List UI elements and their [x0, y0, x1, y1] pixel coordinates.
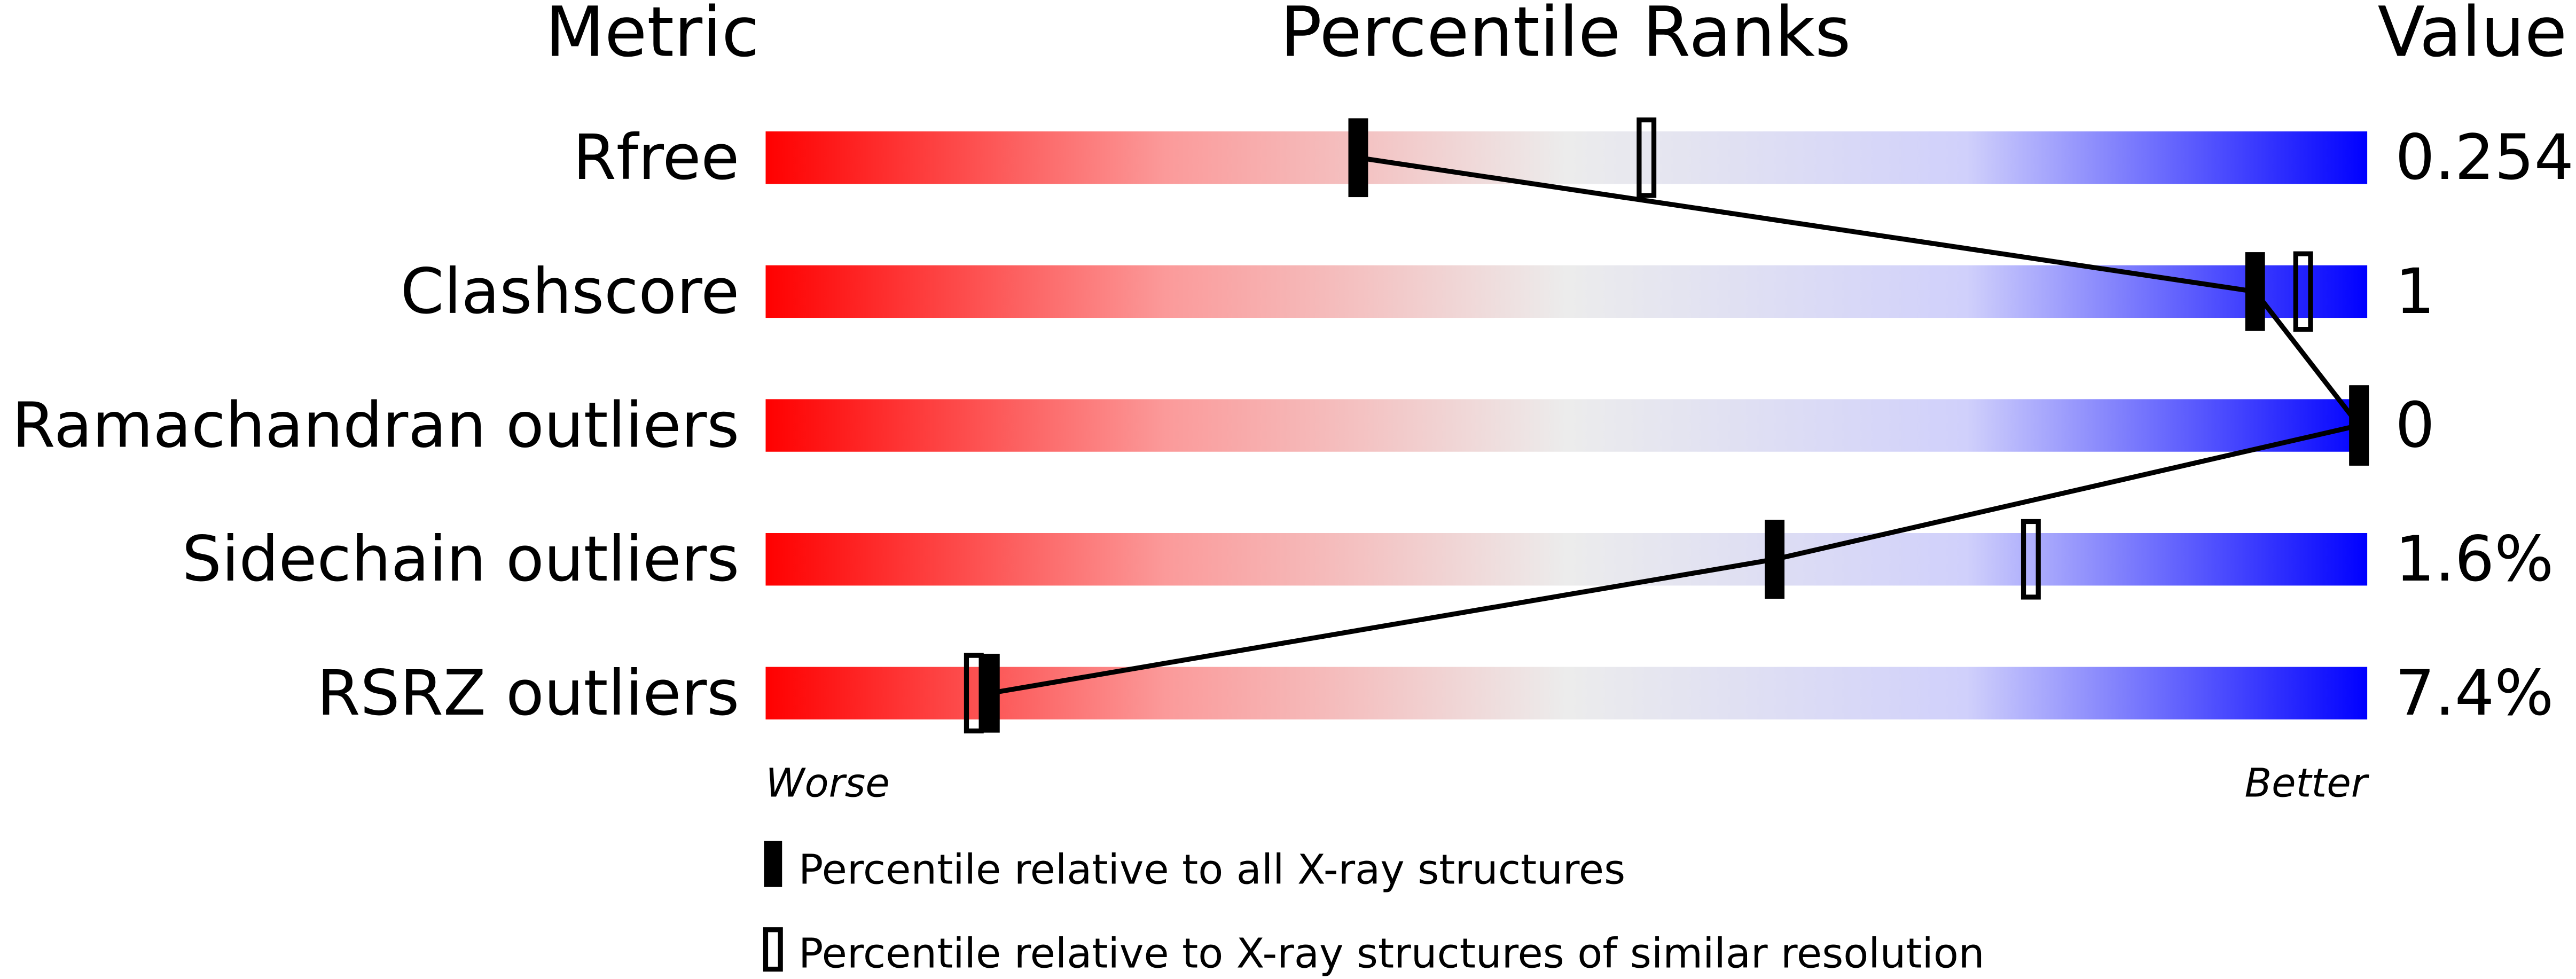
connector-line — [1774, 423, 2360, 562]
metric-label: Sidechain outliers — [182, 523, 739, 596]
metric-label: Clashscore — [401, 255, 740, 328]
marker-similar-resolution — [1637, 117, 1657, 198]
metric-label: Ramachandran outliers — [12, 389, 739, 462]
marker-similar-resolution — [2021, 519, 2041, 600]
marker-all-structures — [2245, 252, 2265, 331]
metric-value: 1 — [2395, 255, 2434, 328]
metric-value: 0.254 — [2395, 121, 2574, 194]
header-percentile-ranks: Percentile Ranks — [1280, 0, 1851, 73]
legend-label-all: Percentile relative to all X-ray structu… — [798, 847, 1625, 894]
marker-all-structures — [1765, 520, 1785, 599]
metric-label: RSRZ outliers — [317, 657, 739, 730]
percentile-bar — [765, 131, 2368, 184]
axis-better-label: Better — [2244, 761, 2369, 806]
metric-label: Rfree — [573, 121, 740, 194]
legend-label-similar: Percentile relative to X-ray structures … — [798, 930, 1985, 977]
marker-all-structures — [980, 654, 1000, 733]
header-metric: Metric — [545, 0, 760, 73]
marker-all-structures — [1348, 118, 1368, 198]
connector-line — [1358, 155, 2256, 294]
percentile-bar — [765, 533, 2368, 586]
connector-line — [2253, 290, 2361, 427]
percentile-bar — [765, 667, 2368, 720]
metric-value: 7.4% — [2395, 657, 2554, 730]
marker-all-structures — [2349, 386, 2369, 465]
header-value: Value — [2378, 0, 2567, 73]
percentile-bar — [765, 399, 2368, 452]
metric-value: 1.6% — [2395, 523, 2554, 596]
axis-worse-label: Worse — [765, 761, 889, 806]
percentile-bar — [765, 265, 2368, 318]
legend-filled-marker-icon — [764, 841, 782, 887]
marker-similar-resolution — [2293, 251, 2313, 332]
legend-open-marker-icon — [763, 927, 783, 972]
connector-line — [989, 557, 1775, 696]
metric-value: 0 — [2395, 389, 2434, 462]
